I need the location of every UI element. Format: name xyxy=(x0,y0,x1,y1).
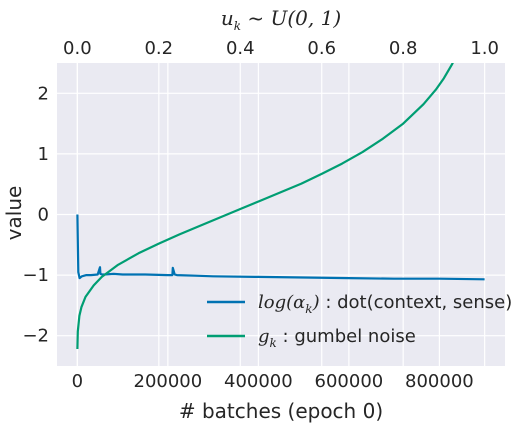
legend-label-series-1: log(αk) : dot(context, sense) xyxy=(258,292,511,316)
x-tick-label: 400000 xyxy=(224,371,293,392)
y-tick-label: 1 xyxy=(38,144,49,165)
legend-label-series-2: gk : gumbel noise xyxy=(258,326,416,350)
top-x-tick-label: 0.6 xyxy=(307,38,336,59)
series-line-1 xyxy=(76,214,485,281)
top-axis-title-rest: ~ U(0, 1) xyxy=(241,6,341,30)
y-tick-label: 2 xyxy=(38,83,49,104)
y-tick-label: −2 xyxy=(22,326,49,347)
top-axis-title-main: u xyxy=(221,6,234,30)
top-axis-title: uk ~ U(0, 1) xyxy=(221,6,341,33)
x-tick-label: 200000 xyxy=(134,371,203,392)
top-x-tick-label: 0.4 xyxy=(226,38,255,59)
x-tick-label: 0 xyxy=(72,371,83,392)
y-tick-label: −1 xyxy=(22,265,49,286)
y-axis-title: value xyxy=(2,186,26,241)
y-tick-label: 0 xyxy=(38,205,49,226)
x-axis-title: # batches (epoch 0) xyxy=(179,399,383,423)
series-line-2 xyxy=(76,63,454,350)
top-x-tick-label: 0.0 xyxy=(63,38,92,59)
top-axis-title-sub: k xyxy=(234,19,241,33)
top-x-tick-label: 1.0 xyxy=(470,38,499,59)
legend: log(αk) : dot(context, sense) gk : gumbe… xyxy=(207,292,511,350)
top-x-tick-label: 0.8 xyxy=(389,38,418,59)
x-tick-label: 800000 xyxy=(405,371,474,392)
top-x-tick-label: 0.2 xyxy=(144,38,173,59)
x-tick-label: 600000 xyxy=(315,371,384,392)
